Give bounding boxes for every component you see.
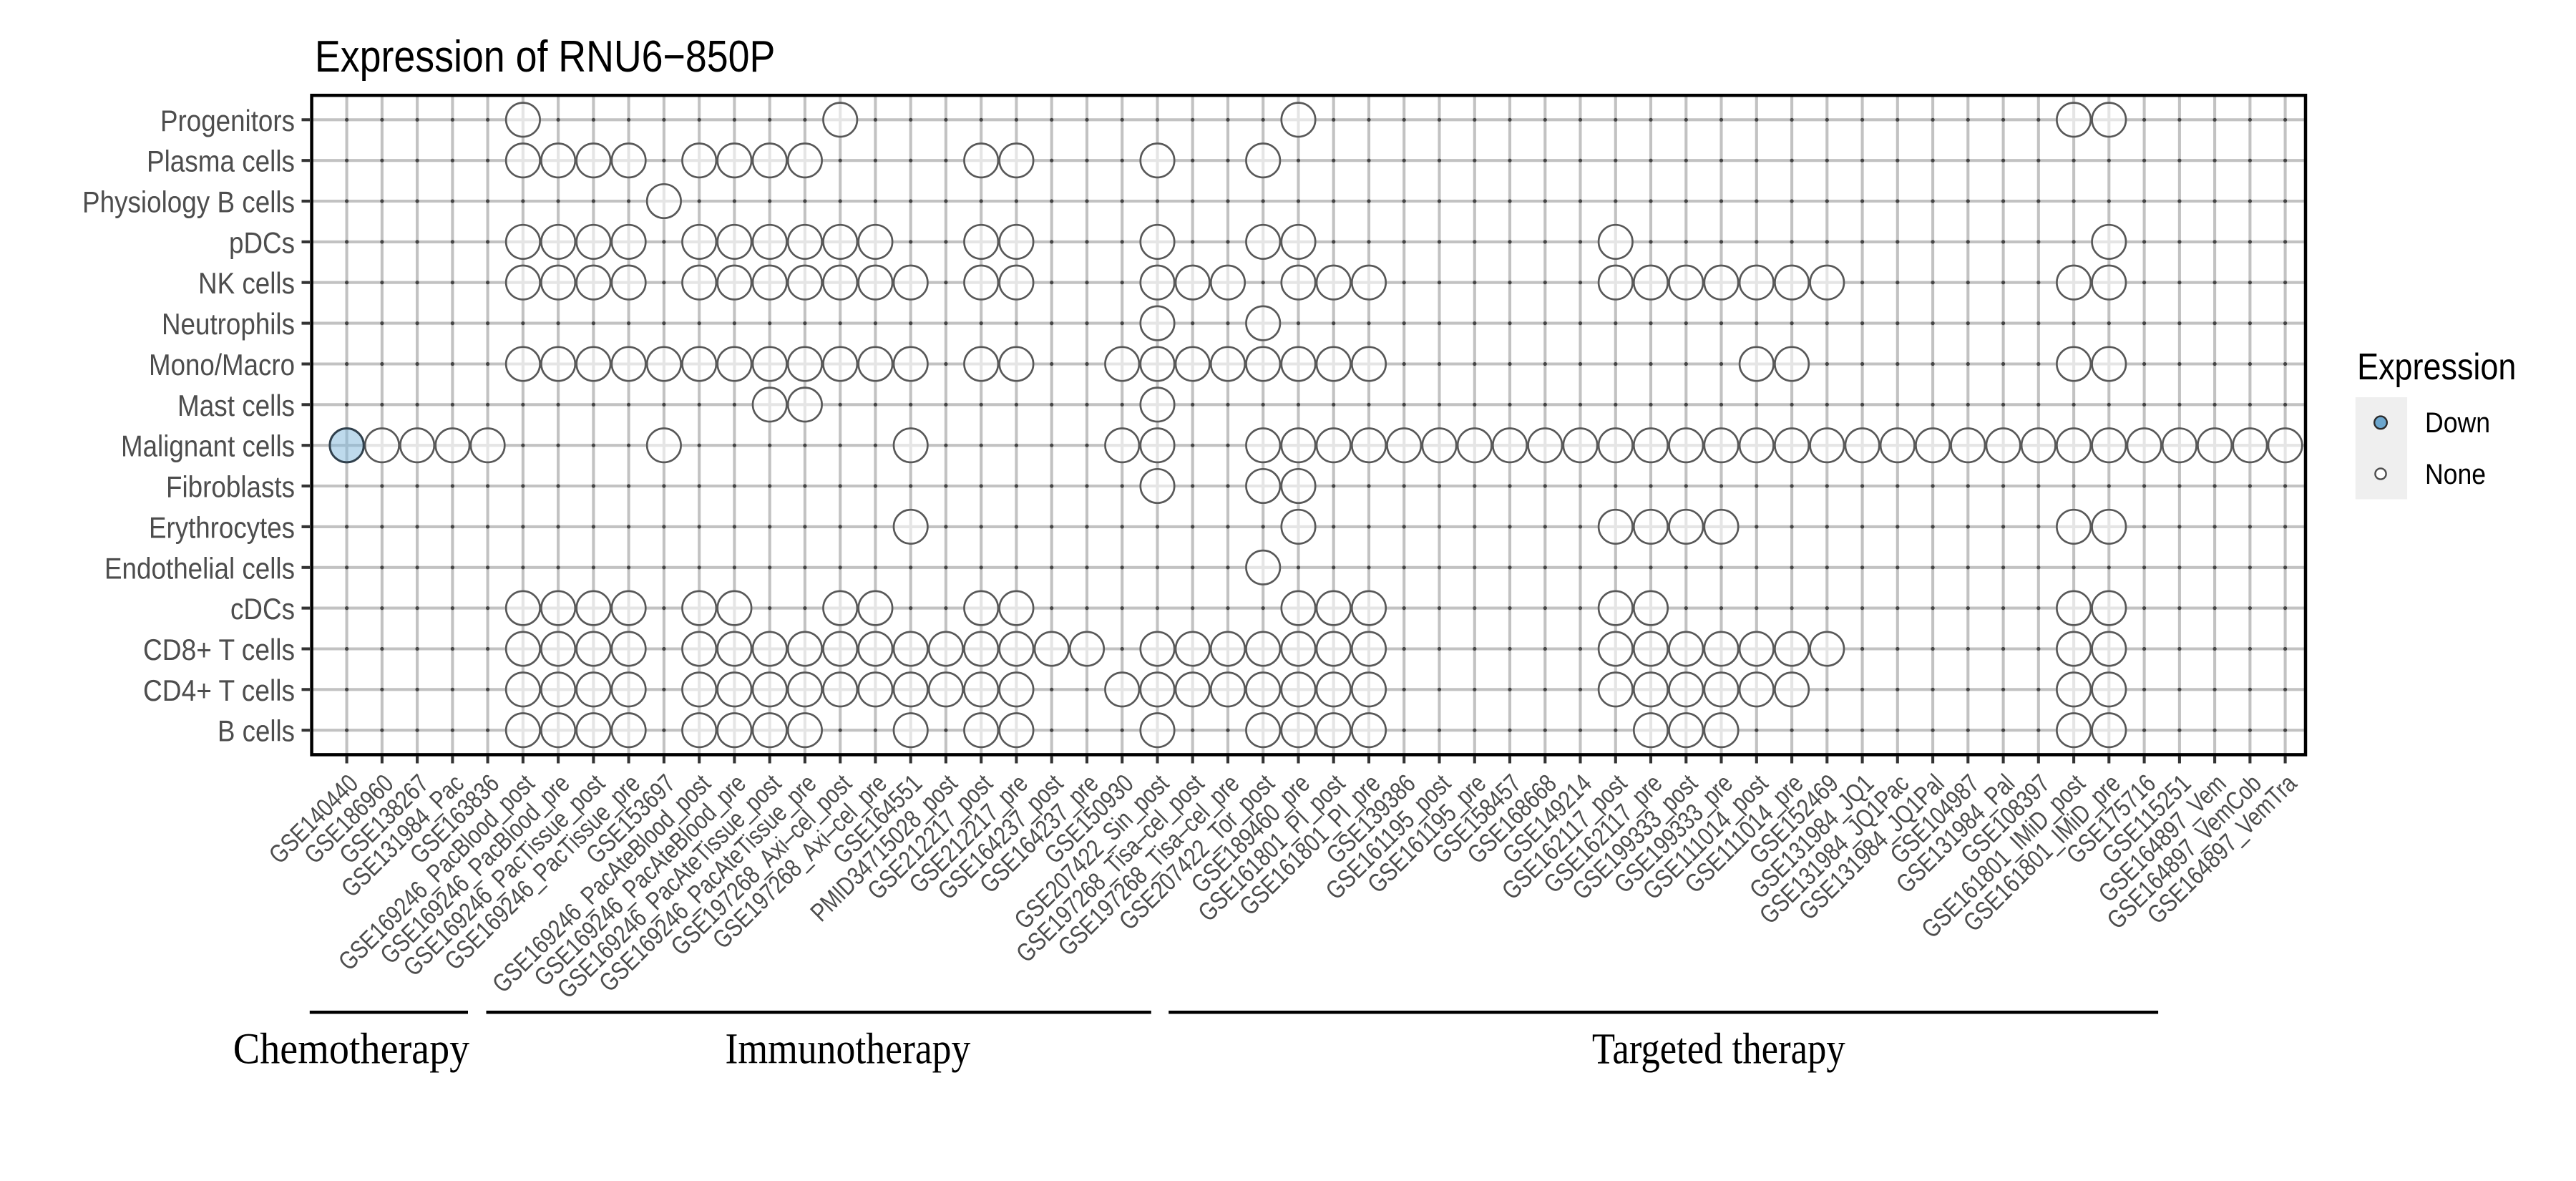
svg-text:Mono/Macro: Mono/Macro (149, 348, 295, 381)
svg-text:Fibroblasts: Fibroblasts (166, 470, 295, 504)
svg-text:Physiology B cells: Physiology B cells (82, 185, 295, 219)
svg-text:Mast cells: Mast cells (177, 389, 295, 422)
svg-text:None: None (2425, 459, 2486, 490)
svg-text:cDCs: cDCs (230, 592, 295, 626)
svg-text:Malignant cells: Malignant cells (121, 429, 295, 463)
svg-text:Expression: Expression (2357, 346, 2516, 388)
svg-text:pDCs: pDCs (229, 225, 295, 259)
svg-text:Expression of RNU6−850P: Expression of RNU6−850P (315, 32, 776, 82)
svg-text:CD4+ T cells: CD4+ T cells (143, 674, 295, 707)
svg-text:Progenitors: Progenitors (160, 104, 295, 137)
svg-text:Targeted therapy: Targeted therapy (1592, 1025, 1845, 1073)
svg-text:NK cells: NK cells (198, 266, 295, 300)
svg-text:Neutrophils: Neutrophils (162, 307, 295, 341)
svg-text:CD8+ T cells: CD8+ T cells (143, 633, 295, 666)
svg-text:Immunotherapy: Immunotherapy (725, 1025, 970, 1073)
svg-text:B cells: B cells (218, 714, 295, 748)
svg-text:Endothelial cells: Endothelial cells (104, 551, 295, 585)
svg-text:Plasma cells: Plasma cells (147, 145, 295, 178)
svg-text:Chemotherapy: Chemotherapy (233, 1025, 470, 1073)
svg-text:Erythrocytes: Erythrocytes (149, 510, 295, 544)
svg-text:Down: Down (2425, 407, 2490, 439)
